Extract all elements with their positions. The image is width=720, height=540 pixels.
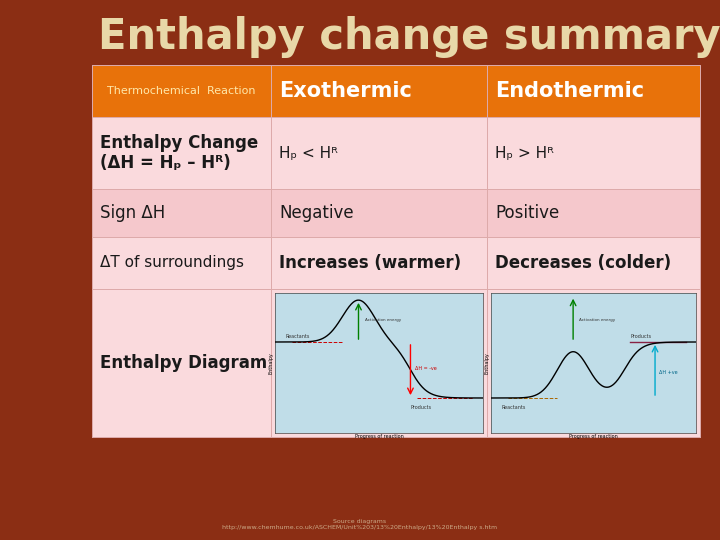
- Bar: [92, 117, 271, 189]
- Text: Enthalpy change summary: Enthalpy change summary: [98, 16, 720, 58]
- Text: Source diagrams
http://www.chemhume.co.uk/ASCHEM/Unit%203/13%20Enthalpy/13%20Ent: Source diagrams http://www.chemhume.co.u…: [222, 519, 498, 530]
- Text: Decreases (colder): Decreases (colder): [495, 254, 671, 272]
- Text: ΔH +ve: ΔH +ve: [659, 370, 678, 375]
- Text: ΔH = -ve: ΔH = -ve: [415, 366, 436, 371]
- Y-axis label: Enthalpy: Enthalpy: [485, 352, 490, 374]
- Bar: [271, 237, 487, 289]
- X-axis label: Progress of reaction: Progress of reaction: [355, 434, 404, 440]
- Bar: [271, 117, 487, 189]
- Text: ΔT of surroundings: ΔT of surroundings: [100, 255, 244, 271]
- Text: Negative: Negative: [279, 204, 354, 222]
- Bar: [92, 189, 700, 237]
- Bar: [487, 237, 700, 289]
- Bar: [271, 65, 487, 117]
- Bar: [271, 189, 487, 237]
- Text: Hₚ < Hᴿ: Hₚ < Hᴿ: [279, 145, 338, 160]
- Text: Hₚ > Hᴿ: Hₚ > Hᴿ: [495, 145, 554, 160]
- Bar: [92, 65, 271, 117]
- Text: Reactants: Reactants: [286, 334, 310, 339]
- Y-axis label: Enthalpy: Enthalpy: [269, 352, 274, 374]
- Bar: [92, 117, 700, 189]
- Text: Increases (warmer): Increases (warmer): [279, 254, 462, 272]
- Bar: [271, 289, 487, 437]
- X-axis label: Progress of reaction: Progress of reaction: [570, 434, 618, 440]
- Text: Endothermic: Endothermic: [495, 81, 644, 101]
- Bar: [92, 289, 271, 437]
- Bar: [487, 189, 700, 237]
- Text: Products: Products: [410, 405, 431, 410]
- Text: Activation energy: Activation energy: [365, 318, 401, 322]
- Text: Products: Products: [631, 334, 652, 339]
- Bar: [92, 289, 700, 437]
- Bar: [92, 237, 271, 289]
- Bar: [487, 117, 700, 189]
- Text: Enthalpy Change
(ΔH = Hₚ – Hᴿ): Enthalpy Change (ΔH = Hₚ – Hᴿ): [100, 133, 258, 172]
- Bar: [487, 289, 700, 437]
- Text: Exothermic: Exothermic: [279, 81, 413, 101]
- Bar: [92, 237, 700, 289]
- Text: Enthalpy Diagram: Enthalpy Diagram: [100, 354, 267, 372]
- Text: Thermochemical  Reaction: Thermochemical Reaction: [107, 86, 256, 96]
- Bar: [92, 189, 271, 237]
- Bar: [92, 65, 700, 117]
- Bar: [487, 65, 700, 117]
- Text: Positive: Positive: [495, 204, 559, 222]
- Text: Sign ΔH: Sign ΔH: [100, 204, 166, 222]
- Text: Reactants: Reactants: [501, 405, 526, 410]
- Text: Activation energy: Activation energy: [580, 318, 616, 322]
